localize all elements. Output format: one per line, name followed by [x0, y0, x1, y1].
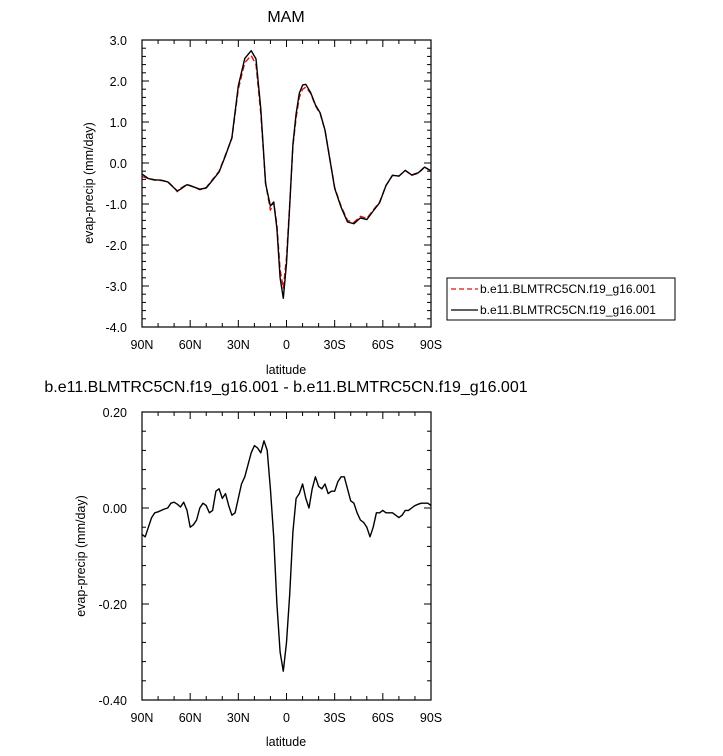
top-x-tick-label: 90S [420, 338, 442, 352]
top-series-line-2 [141, 50, 432, 299]
bottom-x-axis: 90N 60N 30N 0 30S 60S 90S [131, 412, 442, 725]
top-y-tick-label: 1.0 [110, 116, 127, 130]
bottom-x-axis-label: latitude [266, 735, 306, 749]
bottom-x-tick-label: 90N [131, 711, 154, 725]
bottom-plot-frame [141, 411, 432, 701]
top-y-axis: -4.0 -3.0 -2.0 -1.0 0.0 1.0 2.0 3.0 [105, 34, 431, 335]
bottom-y-tick-label: -0.40 [99, 694, 128, 708]
legend: b.e11.BLMTRC5CN.f19_g16.001 b.e11.BLMTRC… [446, 277, 676, 321]
top-x-tick-label: 0 [283, 338, 290, 352]
top-x-axis-label: latitude [266, 363, 306, 377]
top-y-tick-label: -2.0 [105, 239, 127, 253]
top-y-tick-label: -4.0 [105, 321, 127, 335]
bottom-y-axis: -0.40 -0.20 0.00 0.20 [99, 406, 431, 708]
top-x-tick-label: 30N [227, 338, 250, 352]
legend-label-series-1: b.e11.BLMTRC5CN.f19_g16.001 [480, 282, 656, 296]
top-y-axis-label: evap-precip (mm/day) [82, 122, 96, 244]
bottom-series-line-1 [141, 440, 432, 672]
top-panel: MAM 90N 60N 30N 0 30S 60S 90S -4.0 -3.0 -2.0 -1.0… [82, 9, 442, 377]
bottom-x-tick-label: 0 [283, 711, 290, 725]
bottom-y-tick-label: 0.20 [103, 406, 127, 420]
legend-box [446, 277, 676, 321]
top-x-axis: 90N 60N 30N 0 30S 60S 90S [131, 40, 442, 352]
bottom-x-tick-label: 30N [227, 711, 250, 725]
top-y-tick-label: 2.0 [110, 75, 127, 89]
top-y-tick-label: -3.0 [105, 280, 127, 294]
bottom-x-tick-label: 30S [324, 711, 346, 725]
legend-label-series-2: b.e11.BLMTRC5CN.f19_g16.001 [480, 303, 656, 317]
top-x-tick-label: 90N [131, 338, 154, 352]
bottom-y-tick-label: -0.20 [99, 598, 128, 612]
bottom-x-tick-label: 60N [179, 711, 202, 725]
bottom-title: b.e11.BLMTRC5CN.f19_g16.001 - b.e11.BLMT… [44, 379, 527, 396]
bottom-x-tick-label: 90S [420, 711, 442, 725]
top-series-group [141, 50, 432, 299]
bottom-series-group [141, 440, 432, 672]
top-y-tick-label: 0.0 [110, 157, 127, 171]
top-x-tick-label: 60N [179, 338, 202, 352]
top-title: MAM [267, 9, 304, 26]
bottom-y-axis-label: evap-precip (mm/day) [74, 495, 88, 617]
bottom-panel: b.e11.BLMTRC5CN.f19_g16.001 - b.e11.BLMT… [44, 379, 527, 749]
bottom-x-tick-label: 60S [372, 711, 394, 725]
bottom-y-tick-label: 0.00 [103, 502, 127, 516]
top-x-tick-label: 30S [324, 338, 346, 352]
top-y-tick-label: -1.0 [105, 198, 127, 212]
top-x-tick-label: 60S [372, 338, 394, 352]
top-y-tick-label: 3.0 [110, 34, 127, 48]
